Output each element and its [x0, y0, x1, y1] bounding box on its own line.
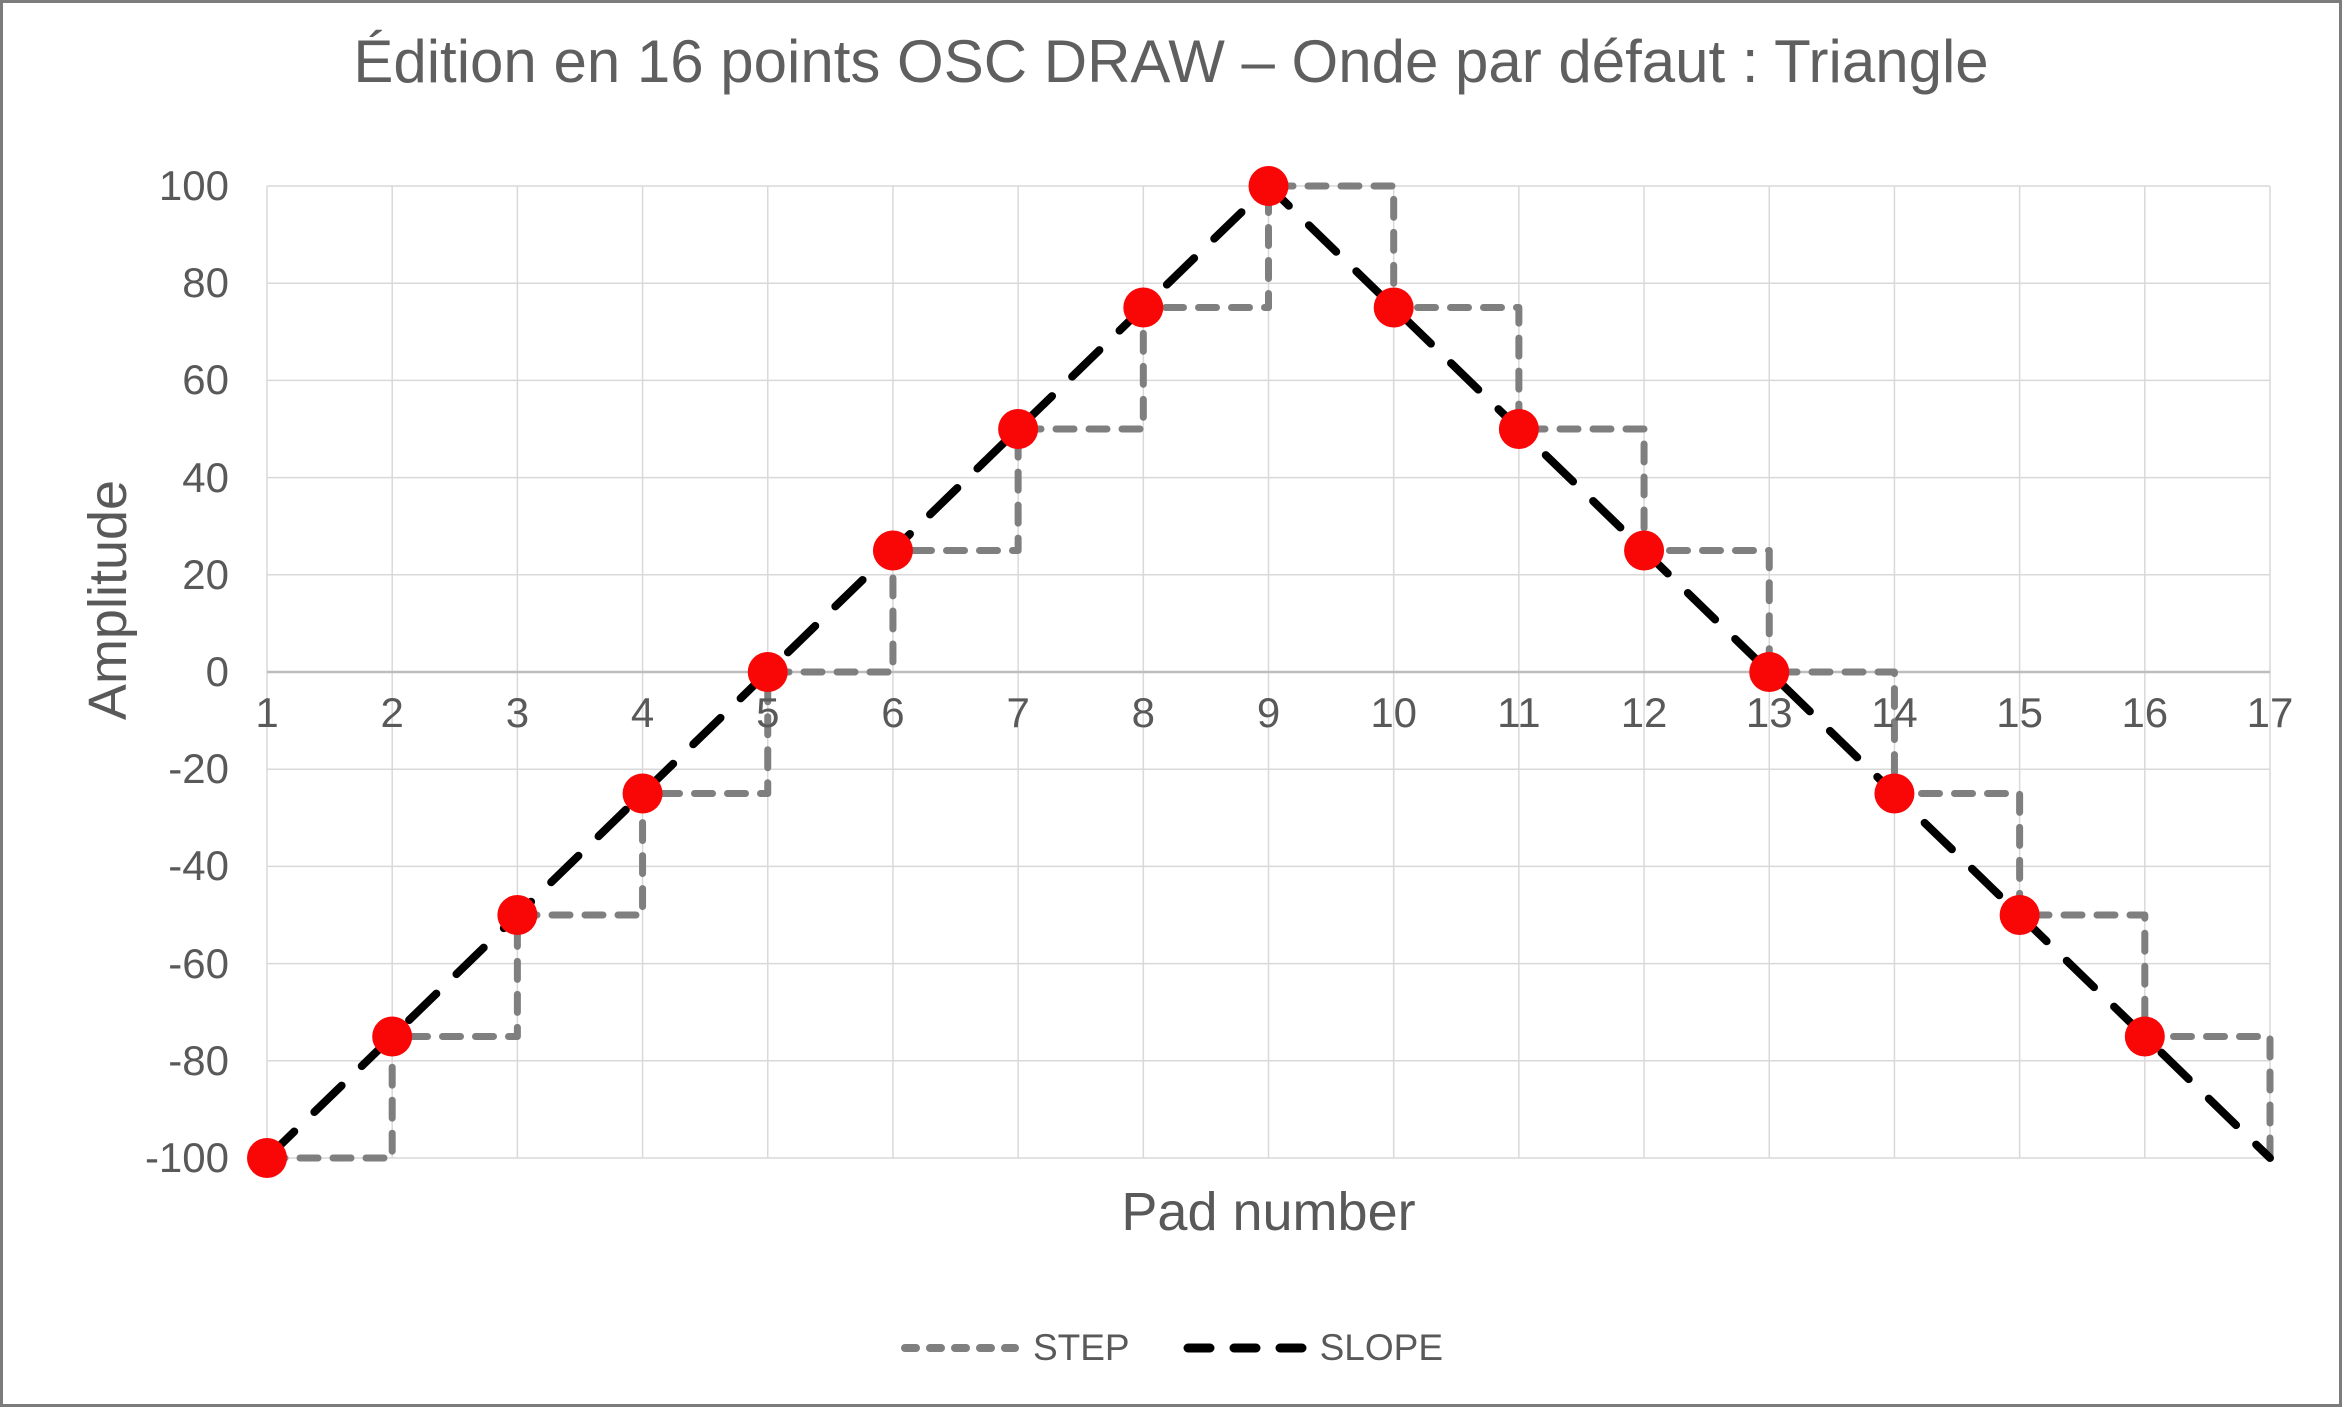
data-point-marker — [1498, 409, 1539, 449]
data-point-marker — [747, 652, 788, 692]
data-point-marker — [622, 773, 663, 814]
legend-label-step: STEP — [1032, 1327, 1130, 1368]
data-point-marker — [1373, 287, 1414, 328]
x-axis-title: Pad number — [1121, 1182, 1416, 1242]
legend-label-slope: SLOPE — [1319, 1327, 1444, 1368]
data-point-marker — [497, 895, 538, 935]
data-point-marker — [1624, 530, 1665, 571]
data-point-marker — [372, 1016, 413, 1057]
data-point-marker — [1123, 287, 1164, 328]
y-axis-title-wrap: Amplitude — [23, 420, 193, 780]
y-axis-title: Amplitude — [78, 479, 139, 721]
legend: STEP SLOPE — [3, 1321, 2339, 1375]
chart-title: Édition en 16 points OSC DRAW – Onde par… — [353, 28, 1989, 95]
data-point-markers — [247, 166, 2165, 1178]
data-point-marker — [1874, 773, 1915, 814]
data-point-marker — [1749, 652, 1790, 692]
legend-item-step: STEP — [899, 1327, 1130, 1369]
plot-area — [247, 166, 2274, 1178]
data-point-marker — [872, 530, 913, 571]
step-line-sample — [900, 1344, 1019, 1352]
data-point-marker — [1248, 166, 1289, 206]
step-series-line — [263, 182, 2274, 1162]
slope-line-sample — [1183, 1343, 1307, 1353]
legend-item-slope: SLOPE — [1182, 1327, 1443, 1369]
data-point-marker — [998, 409, 1039, 449]
data-point-marker — [1999, 895, 2040, 935]
data-point-marker — [2124, 1016, 2165, 1057]
data-point-marker — [247, 1138, 287, 1178]
